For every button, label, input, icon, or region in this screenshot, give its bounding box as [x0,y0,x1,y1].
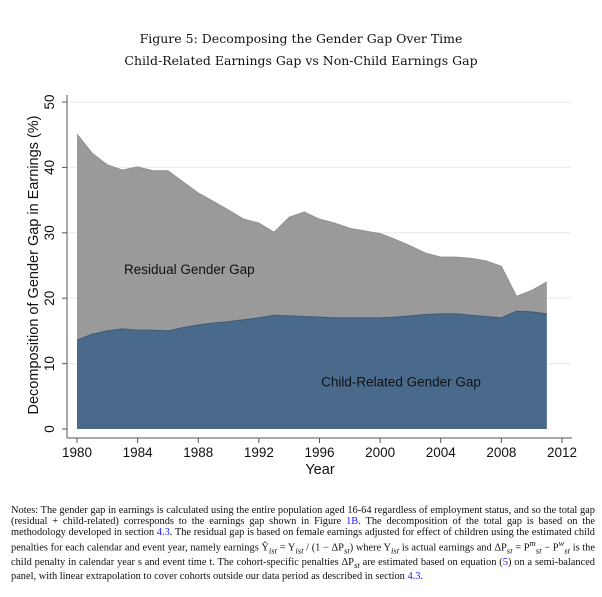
x-axis-title: Year [305,462,334,478]
y-tick-label: 0 [42,425,57,433]
x-tick-label: 2012 [547,445,577,460]
child-gap-label: Child-Related Gender Gap [321,374,481,389]
figure-notes: Notes: The gender gap in earnings is cal… [11,505,596,582]
x-tick-label: 1980 [62,445,92,460]
notes-text: Notes: The gender gap in earnings is cal… [11,505,595,527]
x-tick-label: 2008 [486,445,516,460]
y-tick-label: 30 [42,225,57,240]
total-gap-line [76,133,548,297]
y-ticks: 0 10 20 30 40 50 [42,94,67,433]
x-tick-label: 2004 [426,445,457,460]
residual-gap-area [77,134,547,341]
child-gap-line [76,310,547,341]
x-tick-label: 1988 [183,445,213,460]
notes-text: − P [541,542,559,554]
notes-text: is the child penalty in calendar year s … [11,542,595,568]
notes-text: . The residual gap is based on female ea… [11,527,595,554]
x-tick-label: 2000 [365,445,395,460]
notes-text: is actual earnings and ΔP [399,542,507,554]
x-tick-label: 1992 [244,445,274,460]
y-tick-label: 40 [42,160,57,175]
notes-text: = P [512,542,530,554]
figure-title: Figure 5: Decomposing the Gender Gap Ove… [139,31,463,46]
equation-ref-link[interactable]: 5 [502,556,508,568]
x-tick-label: 1984 [123,445,154,460]
notes-text: ) on a semi-balanced panel, with linear … [11,556,596,582]
chart: 0 10 20 30 40 50 1980 1984 1988 1992 1996 2000 2004… [26,94,577,478]
x-ticks: 1980 1984 1988 1992 1996 2000 2004 2008 2012 [62,438,577,460]
figure-subtitle: Child-Related Earnings Gap vs Non-Child … [124,53,478,68]
notes-text: ) where Y [349,542,391,554]
x-tick-label: 1996 [304,445,334,460]
notes-text: / (1 − ΔP [303,542,344,554]
notes-text: = Y [277,542,296,554]
y-tick-label: 20 [42,291,57,306]
y-tick-label: 50 [42,94,57,109]
residual-gap-label: Residual Gender Gap [124,262,255,277]
notes-text: . [420,570,424,582]
section-ref-link[interactable]: 4.3 [407,570,421,582]
y-tick-label: 10 [42,356,57,371]
figure-ref-link[interactable]: 1B [346,516,359,527]
notes-text: are estimated based on equation ( [359,556,503,568]
y-axis-title: Decomposition of Gender Gap in Earnings … [26,115,42,414]
section-ref-link[interactable]: 4.3 [156,527,170,538]
child-gap-area [77,311,547,429]
notes-text: . The decomposition of the total gap is … [11,516,596,538]
